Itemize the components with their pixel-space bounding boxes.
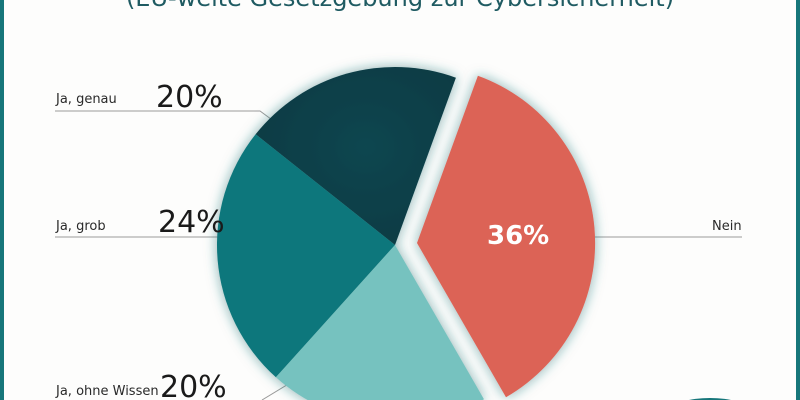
slice-ja-genau	[255, 66, 456, 246]
label-ja-grob: Ja, grob	[56, 219, 106, 234]
right-border	[796, 0, 800, 400]
slice-ja-grob	[216, 134, 395, 378]
pie-slice-exploded	[417, 75, 596, 398]
decorative-shape	[689, 398, 731, 400]
label-ja-genau: Ja, genau	[56, 92, 117, 107]
pct-ja-genau: 20%	[156, 80, 223, 115]
slice-ja-ohne-wissen	[275, 245, 484, 400]
pct-nein: 36%	[487, 221, 550, 251]
label-ja-ohne-wissen: Ja, ohne Wissen	[56, 384, 159, 399]
left-border	[0, 0, 4, 400]
pct-ja-ohne-wissen: 20%	[160, 370, 227, 400]
pie-slices	[216, 66, 484, 400]
pct-ja-grob: 24%	[158, 205, 225, 240]
slice-nein	[417, 75, 596, 398]
label-nein: Nein	[712, 219, 742, 234]
chart-subtitle: (EU-weite Gesetzgebung zur Cybersicherhe…	[0, 0, 800, 12]
